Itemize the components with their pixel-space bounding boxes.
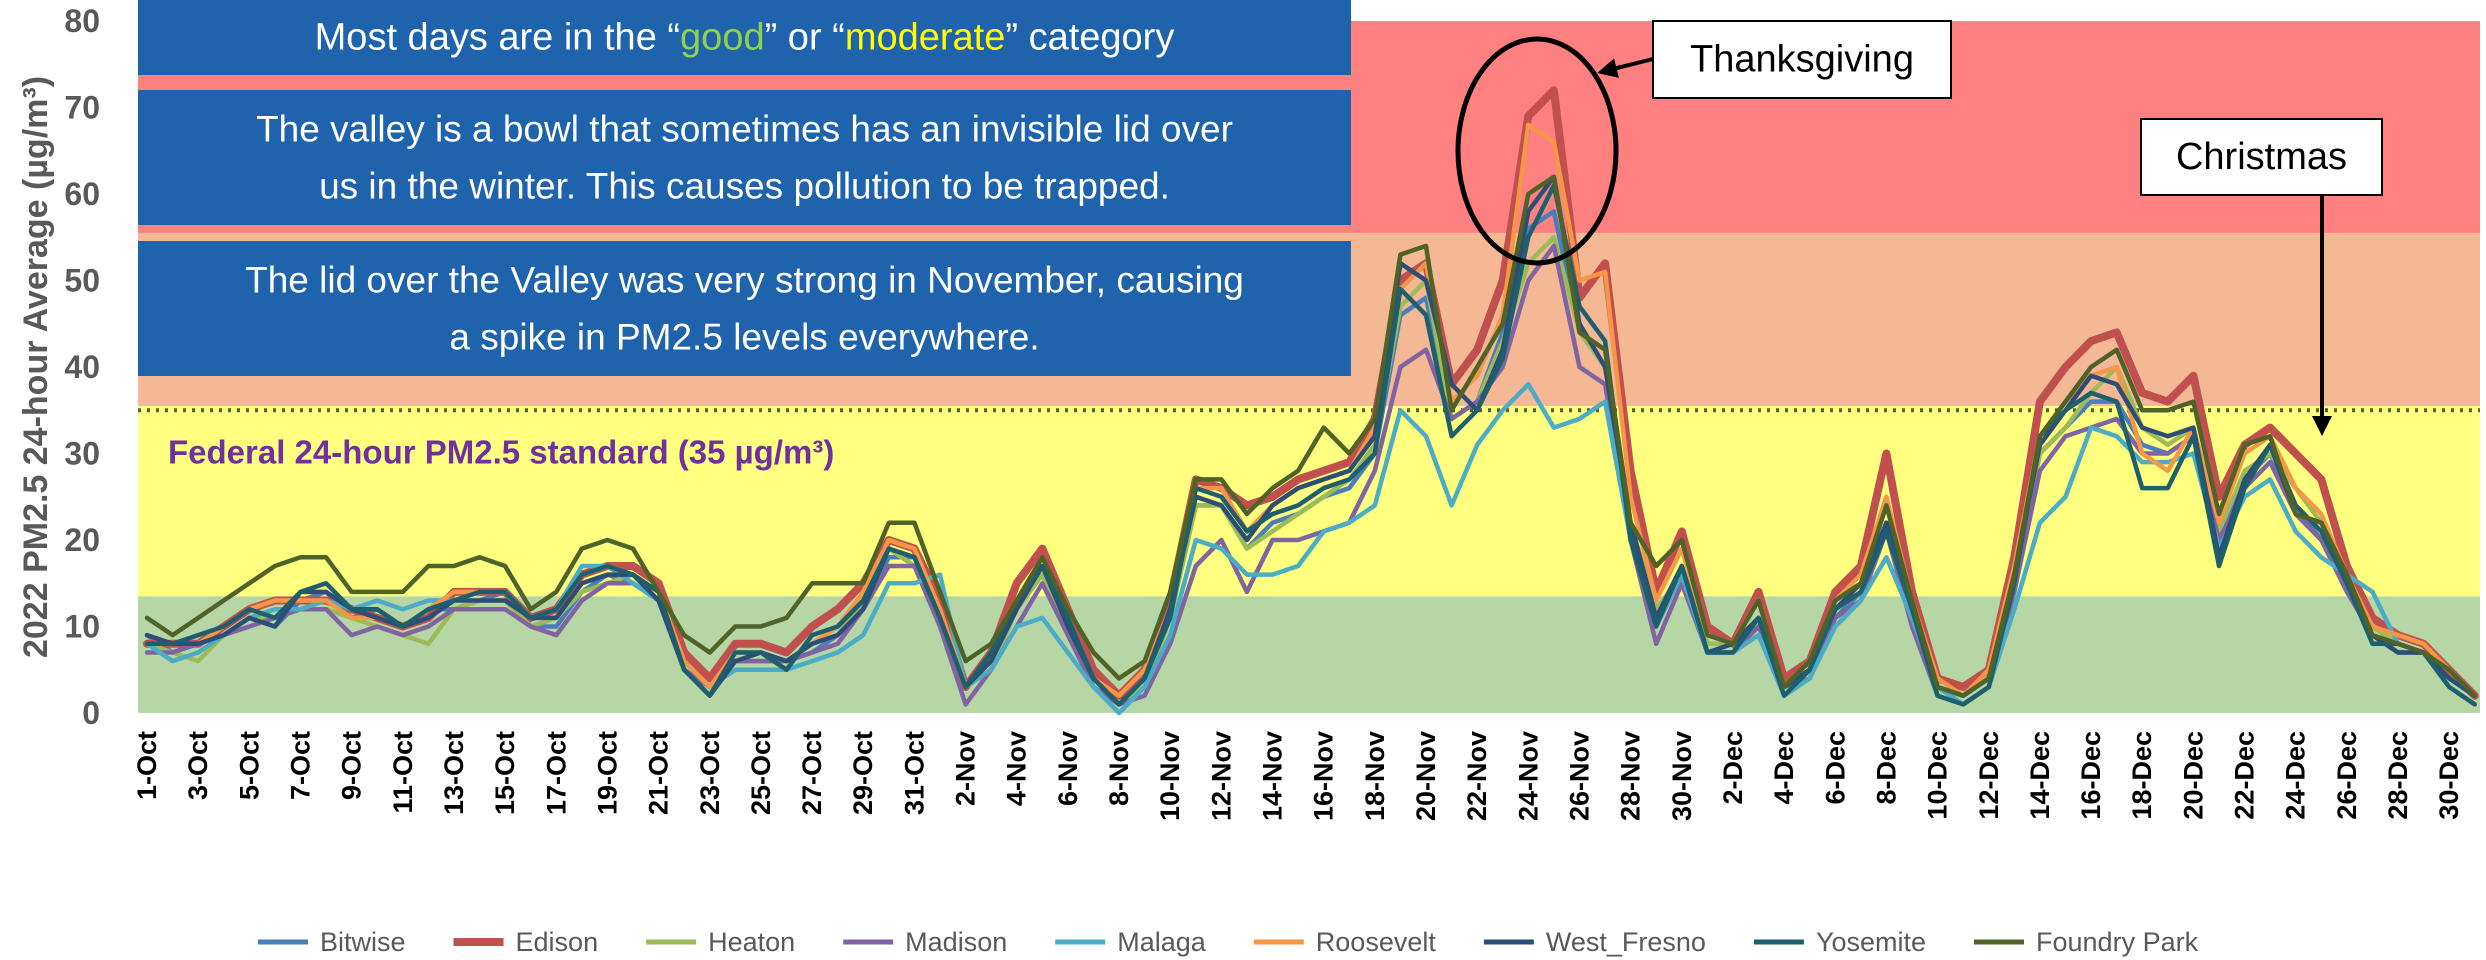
- legend-label: Foundry Park: [2036, 927, 2199, 957]
- x-tick-label: 9-Oct: [337, 731, 367, 800]
- x-tick-label: 4-Nov: [1002, 731, 1032, 806]
- x-tick-label: 14-Nov: [1258, 731, 1288, 821]
- x-tick-label: 27-Oct: [797, 731, 827, 815]
- note-text-part: ” or “: [765, 17, 845, 59]
- x-tick-label: 12-Nov: [1206, 731, 1236, 821]
- series-line: [144, 243, 2478, 707]
- x-tick-label: 26-Dec: [2332, 731, 2362, 820]
- x-tick-label: 13-Oct: [439, 731, 469, 815]
- x-tick-label: 19-Oct: [592, 731, 622, 815]
- series-line: [144, 174, 2478, 698]
- legend-label: Malaga: [1117, 927, 1207, 957]
- y-tick-label: 40: [64, 349, 100, 385]
- x-tick-label: 7-Oct: [285, 731, 315, 800]
- note-text: us in the winter. This causes pollution …: [319, 166, 1170, 207]
- y-tick-label: 20: [64, 522, 100, 558]
- x-tick-label: 22-Dec: [2230, 731, 2260, 820]
- aqi-band: [138, 596, 2480, 713]
- highlight-ellipse: [1455, 36, 1619, 266]
- x-tick-label: 6-Nov: [1053, 731, 1083, 806]
- x-tick-label: 26-Nov: [1564, 731, 1594, 821]
- x-tick-label: 21-Oct: [644, 731, 674, 815]
- callout-box: [2140, 118, 2383, 196]
- legend-label: Madison: [905, 927, 1007, 957]
- note-text-part: Most days are in the “: [315, 17, 680, 59]
- x-tick-label: 22-Nov: [1462, 731, 1492, 821]
- callout-text: Thanksgiving: [1690, 39, 1914, 81]
- y-tick-label: 30: [64, 436, 100, 472]
- note-text-part: ” category: [1005, 17, 1174, 59]
- x-tick-label: 20-Dec: [2178, 731, 2208, 820]
- legend-label: Edison: [516, 927, 599, 957]
- x-tick-label: 8-Nov: [1104, 731, 1134, 806]
- x-tick-label: 30-Nov: [1667, 731, 1697, 821]
- x-tick-label: 17-Oct: [541, 731, 571, 815]
- callout-arrow: [1597, 57, 1654, 78]
- x-tick-label: 5-Oct: [234, 731, 264, 800]
- x-tick-label: 16-Dec: [2076, 731, 2106, 820]
- x-tick-label: 3-Oct: [183, 731, 213, 800]
- note-text-part: moderate: [845, 17, 1006, 59]
- series-line: [144, 183, 2478, 707]
- note-box: [138, 241, 1351, 376]
- lines: [138, 86, 2480, 716]
- x-tick-label: 8-Dec: [1871, 731, 1901, 805]
- x-tick-label: 23-Oct: [695, 731, 725, 815]
- note-text: The valley is a bowl that sometimes has …: [256, 109, 1233, 150]
- legend-label: West_Fresno: [1546, 927, 1706, 957]
- x-tick-label: 14-Dec: [2025, 731, 2055, 820]
- note-text: a spike in PM2.5 levels everywhere.: [449, 317, 1039, 358]
- note-box: [138, 90, 1351, 225]
- x-tick-label: 6-Dec: [1820, 731, 1850, 805]
- note-text-part: good: [680, 17, 765, 59]
- x-tick-label: 30-Dec: [2434, 731, 2464, 820]
- overlay: 0 10 20 30 40 50 60 70 80 2022 PM2.5 24-hour Aver…: [17, 0, 2464, 957]
- y-tick-label: 10: [64, 609, 100, 645]
- x-tick-label: 10-Dec: [1923, 731, 1953, 820]
- y-tick-label: 60: [64, 176, 100, 212]
- x-tick-label: 4-Dec: [1769, 731, 1799, 805]
- callout-text: Christmas: [2176, 136, 2347, 178]
- y-tick-label: 0: [82, 695, 100, 731]
- legend-label: Roosevelt: [1316, 927, 1437, 957]
- note-box: [138, 0, 1351, 75]
- x-tick-label: 1-Oct: [132, 731, 162, 800]
- standard-label: Federal 24-hour PM2.5 standard (35 µg/m³…: [168, 434, 834, 471]
- note-text: The lid over the Valley was very strong …: [245, 260, 1244, 301]
- y-axis-label: 2022 PM2.5 24-hour Average (µg/m³): [17, 76, 55, 658]
- y-tick-label: 50: [64, 263, 100, 299]
- legend-label: Bitwise: [320, 927, 406, 957]
- x-tick-label: 28-Dec: [2383, 731, 2413, 820]
- callout-box: [1652, 20, 1952, 99]
- x-tick-label: 15-Oct: [490, 731, 520, 815]
- x-tick-label: 12-Dec: [1974, 731, 2004, 820]
- x-tick-label: 31-Oct: [899, 731, 929, 815]
- x-tick-label: 18-Nov: [1360, 731, 1390, 821]
- x-tick-label: 2-Nov: [951, 731, 981, 806]
- x-tick-label: 10-Nov: [1155, 731, 1185, 821]
- legend-label: Yosemite: [1816, 927, 1926, 957]
- x-tick-label: 11-Oct: [388, 731, 418, 814]
- x-tick-label: 24-Dec: [2281, 731, 2311, 820]
- x-tick-label: 2-Dec: [1718, 731, 1748, 805]
- legend-label: Heaton: [708, 927, 795, 957]
- series-line: [144, 235, 2478, 707]
- x-tick-label: 25-Oct: [746, 731, 776, 815]
- x-tick-label: 16-Nov: [1309, 731, 1339, 821]
- x-tick-label: 24-Nov: [1513, 731, 1543, 821]
- x-tick-label: 20-Nov: [1411, 731, 1441, 821]
- y-tick-label: 80: [64, 3, 100, 39]
- x-tick-label: 28-Nov: [1616, 731, 1646, 821]
- note-text: Most days are in the “good” or “moderate…: [315, 17, 1175, 59]
- x-tick-label: 18-Dec: [2127, 731, 2157, 820]
- y-tick-label: 70: [64, 90, 100, 126]
- x-tick-label: 29-Oct: [848, 731, 878, 815]
